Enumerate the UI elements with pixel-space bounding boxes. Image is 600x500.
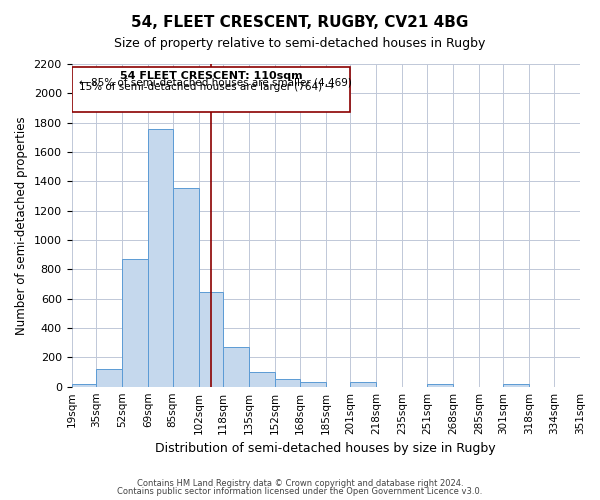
Bar [249, 372, 275, 386]
Bar [71, 384, 96, 386]
Bar [148, 128, 173, 386]
Bar [122, 259, 148, 386]
Bar [223, 347, 249, 387]
Text: 15% of semi-detached houses are larger (764) →: 15% of semi-detached houses are larger (… [79, 82, 334, 92]
Bar [71, 67, 350, 112]
Bar [427, 384, 453, 386]
Text: Contains public sector information licensed under the Open Government Licence v3: Contains public sector information licen… [118, 487, 482, 496]
Bar [199, 292, 223, 386]
Text: Contains HM Land Registry data © Crown copyright and database right 2024.: Contains HM Land Registry data © Crown c… [137, 478, 463, 488]
Bar [350, 382, 376, 386]
Bar [275, 378, 300, 386]
Text: 54, FLEET CRESCENT, RUGBY, CV21 4BG: 54, FLEET CRESCENT, RUGBY, CV21 4BG [131, 15, 469, 30]
Text: 54 FLEET CRESCENT: 110sqm: 54 FLEET CRESCENT: 110sqm [119, 72, 302, 82]
Bar [96, 369, 122, 386]
Bar [300, 382, 326, 386]
X-axis label: Distribution of semi-detached houses by size in Rugby: Distribution of semi-detached houses by … [155, 442, 496, 455]
Y-axis label: Number of semi-detached properties: Number of semi-detached properties [15, 116, 28, 334]
Bar [503, 384, 529, 386]
Text: Size of property relative to semi-detached houses in Rugby: Size of property relative to semi-detach… [115, 38, 485, 51]
Text: ← 85% of semi-detached houses are smaller (4,469): ← 85% of semi-detached houses are smalle… [79, 78, 352, 88]
Bar [173, 188, 199, 386]
